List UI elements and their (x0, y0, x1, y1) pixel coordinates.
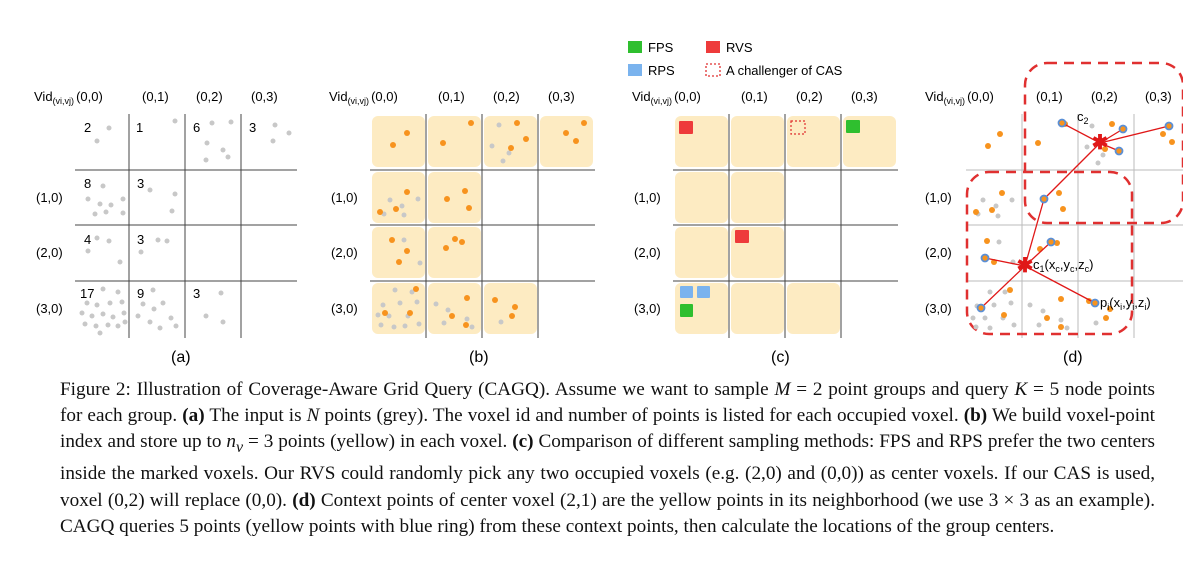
voxel-count: 6 (193, 120, 200, 135)
col-label: (0,1) (438, 89, 465, 104)
row-label: (3,0) (36, 301, 63, 316)
neighborhood-box-upper (1023, 61, 1183, 225)
row-label: (3,0) (925, 301, 952, 316)
col-label: (0,2) (796, 89, 823, 104)
voxel-count: 3 (193, 286, 200, 301)
voxel-count: 3 (137, 232, 144, 247)
voxel-count: 9 (137, 286, 144, 301)
rvs-legend-swatch (706, 41, 720, 53)
grid-lines (673, 114, 898, 338)
voxel-fills (372, 116, 593, 334)
center-star-icon: ✱ (1017, 255, 1034, 277)
row-label: (2,0) (36, 245, 63, 260)
col-label: (0,1) (142, 89, 169, 104)
row-label: (1,0) (925, 190, 952, 205)
fps-legend-swatch (628, 41, 642, 53)
col-label: (0,2) (493, 89, 520, 104)
voxel-count: 3 (249, 120, 256, 135)
neighborhood-box-lower (965, 170, 1134, 336)
cas-legend-swatch (705, 63, 721, 77)
legend-rps: RPS (648, 63, 675, 78)
grey-points (970, 123, 1106, 331)
grey-points (79, 118, 292, 336)
voxel-count: 3 (137, 176, 144, 191)
queried-points (976, 118, 1174, 313)
cas-marker (790, 120, 806, 135)
grid-lines (75, 114, 297, 338)
panel-c: Vid(vi,vj) (0,0) (0,1) (0,2) (0,3) (1,0) … (632, 89, 898, 366)
col-label: (0,3) (851, 89, 878, 104)
col-label: (0,2) (196, 89, 223, 104)
legend-fps: FPS (648, 40, 674, 55)
vid-label: Vid(vi,vj) (0,0) (632, 89, 701, 106)
panel-d-tag: (d) (1063, 349, 1083, 366)
voxel-count: 4 (84, 232, 91, 247)
row-label: (2,0) (634, 245, 661, 260)
row-label: (2,0) (331, 245, 358, 260)
figure-illustration: FPS RVS RPS A challenger of CAS Vid(vi,v… (34, 40, 1183, 366)
col-label: (0,1) (1036, 89, 1063, 104)
rvs-marker (735, 230, 749, 243)
col-label: (0,3) (548, 89, 575, 104)
voxel-count: 2 (84, 120, 91, 135)
row-label: (3,0) (331, 301, 358, 316)
panel-d: Vid(vi,vj) (0,0) (0,1) (0,2) (0,3) (1,0) … (925, 61, 1183, 366)
col-label: (0,3) (1145, 89, 1172, 104)
vid-label: Vid(vi,vj) (0,0) (925, 89, 994, 106)
group-links (980, 122, 1170, 309)
legend: FPS RVS RPS A challenger of CAS (628, 40, 843, 78)
vid-label: Vid(vi,vj) (0,0) (329, 89, 398, 106)
voxel-count: 1 (136, 120, 143, 135)
center-star-icon: ✱ (1092, 132, 1109, 154)
point-label-pi: pi(xi,yi,zi) (1100, 295, 1151, 312)
rvs-marker (679, 121, 693, 134)
voxel-count: 8 (84, 176, 91, 191)
panel-a-tag: (a) (171, 349, 191, 366)
row-label: (1,0) (331, 190, 358, 205)
panel-b: Vid(vi,vj) (0,0) (0,1) (0,2) (0,3) (1,0) … (329, 89, 595, 366)
vid-label: Vid(vi,vj) (0,0) (34, 89, 103, 106)
panel-a: Vid(vi,vj) (0,0) (0,1) (0,2) (0,3) (1,0) … (34, 89, 297, 366)
center-label-c2: c2 (1077, 109, 1089, 126)
row-label: (1,0) (36, 190, 63, 205)
center-label-c1: c1(xc,yc,zc) (1033, 257, 1093, 274)
orange-points (377, 120, 587, 328)
rps-legend-swatch (628, 64, 642, 76)
fps-marker (680, 304, 693, 317)
legend-rvs: RVS (726, 40, 753, 55)
voxel-count: 17 (80, 286, 94, 301)
row-label: (2,0) (925, 245, 952, 260)
legend-cas: A challenger of CAS (726, 63, 843, 78)
fps-marker (846, 120, 860, 133)
grey-points (375, 122, 512, 330)
row-label: (3,0) (634, 301, 661, 316)
panel-c-tag: (c) (771, 349, 790, 366)
col-label: (0,2) (1091, 89, 1118, 104)
rps-marker (697, 286, 710, 298)
grid-lines (370, 114, 595, 338)
figure-caption: Figure 2: Illustration of Coverage-Aware… (60, 379, 1156, 537)
col-label: (0,1) (741, 89, 768, 104)
row-label: (1,0) (634, 190, 661, 205)
col-label: (0,3) (251, 89, 278, 104)
grid-lines (966, 114, 1183, 338)
panel-b-tag: (b) (469, 349, 489, 366)
rps-marker (680, 286, 693, 298)
